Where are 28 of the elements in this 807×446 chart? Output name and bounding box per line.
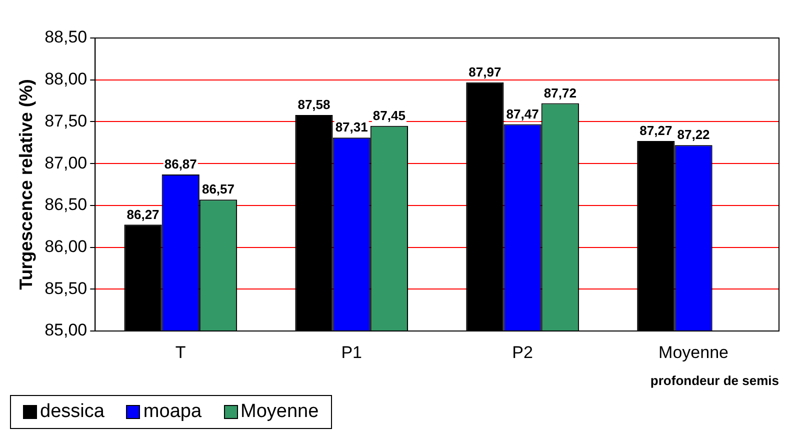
y-tick-label: 85,50 xyxy=(44,278,88,298)
y-tick-label: 85,00 xyxy=(44,320,88,340)
x-tick-label: Moyenne xyxy=(658,342,728,362)
y-tick-label: 88,50 xyxy=(44,28,88,47)
y-tick-label: 87,50 xyxy=(44,111,88,130)
data-label: 86,27 xyxy=(126,206,160,222)
data-label: 87,58 xyxy=(298,97,330,112)
data-label: 87,22 xyxy=(677,127,710,142)
legend-label: Moyenne xyxy=(240,401,319,423)
data-label: 87,31 xyxy=(335,120,368,135)
data-label: 87,45 xyxy=(372,108,406,123)
x-axis-title: profondeur de semis xyxy=(650,372,779,388)
x-tick-label: T xyxy=(175,342,186,362)
data-label: 87,47 xyxy=(506,106,539,122)
x-tick-label: P1 xyxy=(341,342,362,362)
y-tick-label: 88,00 xyxy=(44,70,88,89)
y-tick-label: 86,00 xyxy=(44,236,88,256)
data-label: 87,97 xyxy=(468,64,502,80)
y-axis-title: Turgescence relative (%) xyxy=(16,79,36,290)
data-label: 86,57 xyxy=(202,182,235,197)
data-label: 87,72 xyxy=(544,85,576,100)
y-tick-label: 87,00 xyxy=(44,153,88,172)
legend-label: dessica xyxy=(40,401,104,423)
x-tick-label: P2 xyxy=(512,342,533,362)
data-label: 86,87 xyxy=(164,156,197,172)
data-label: 87,27 xyxy=(640,123,672,138)
legend-label: moapa xyxy=(143,401,202,423)
y-tick-label: 86,50 xyxy=(44,195,88,214)
